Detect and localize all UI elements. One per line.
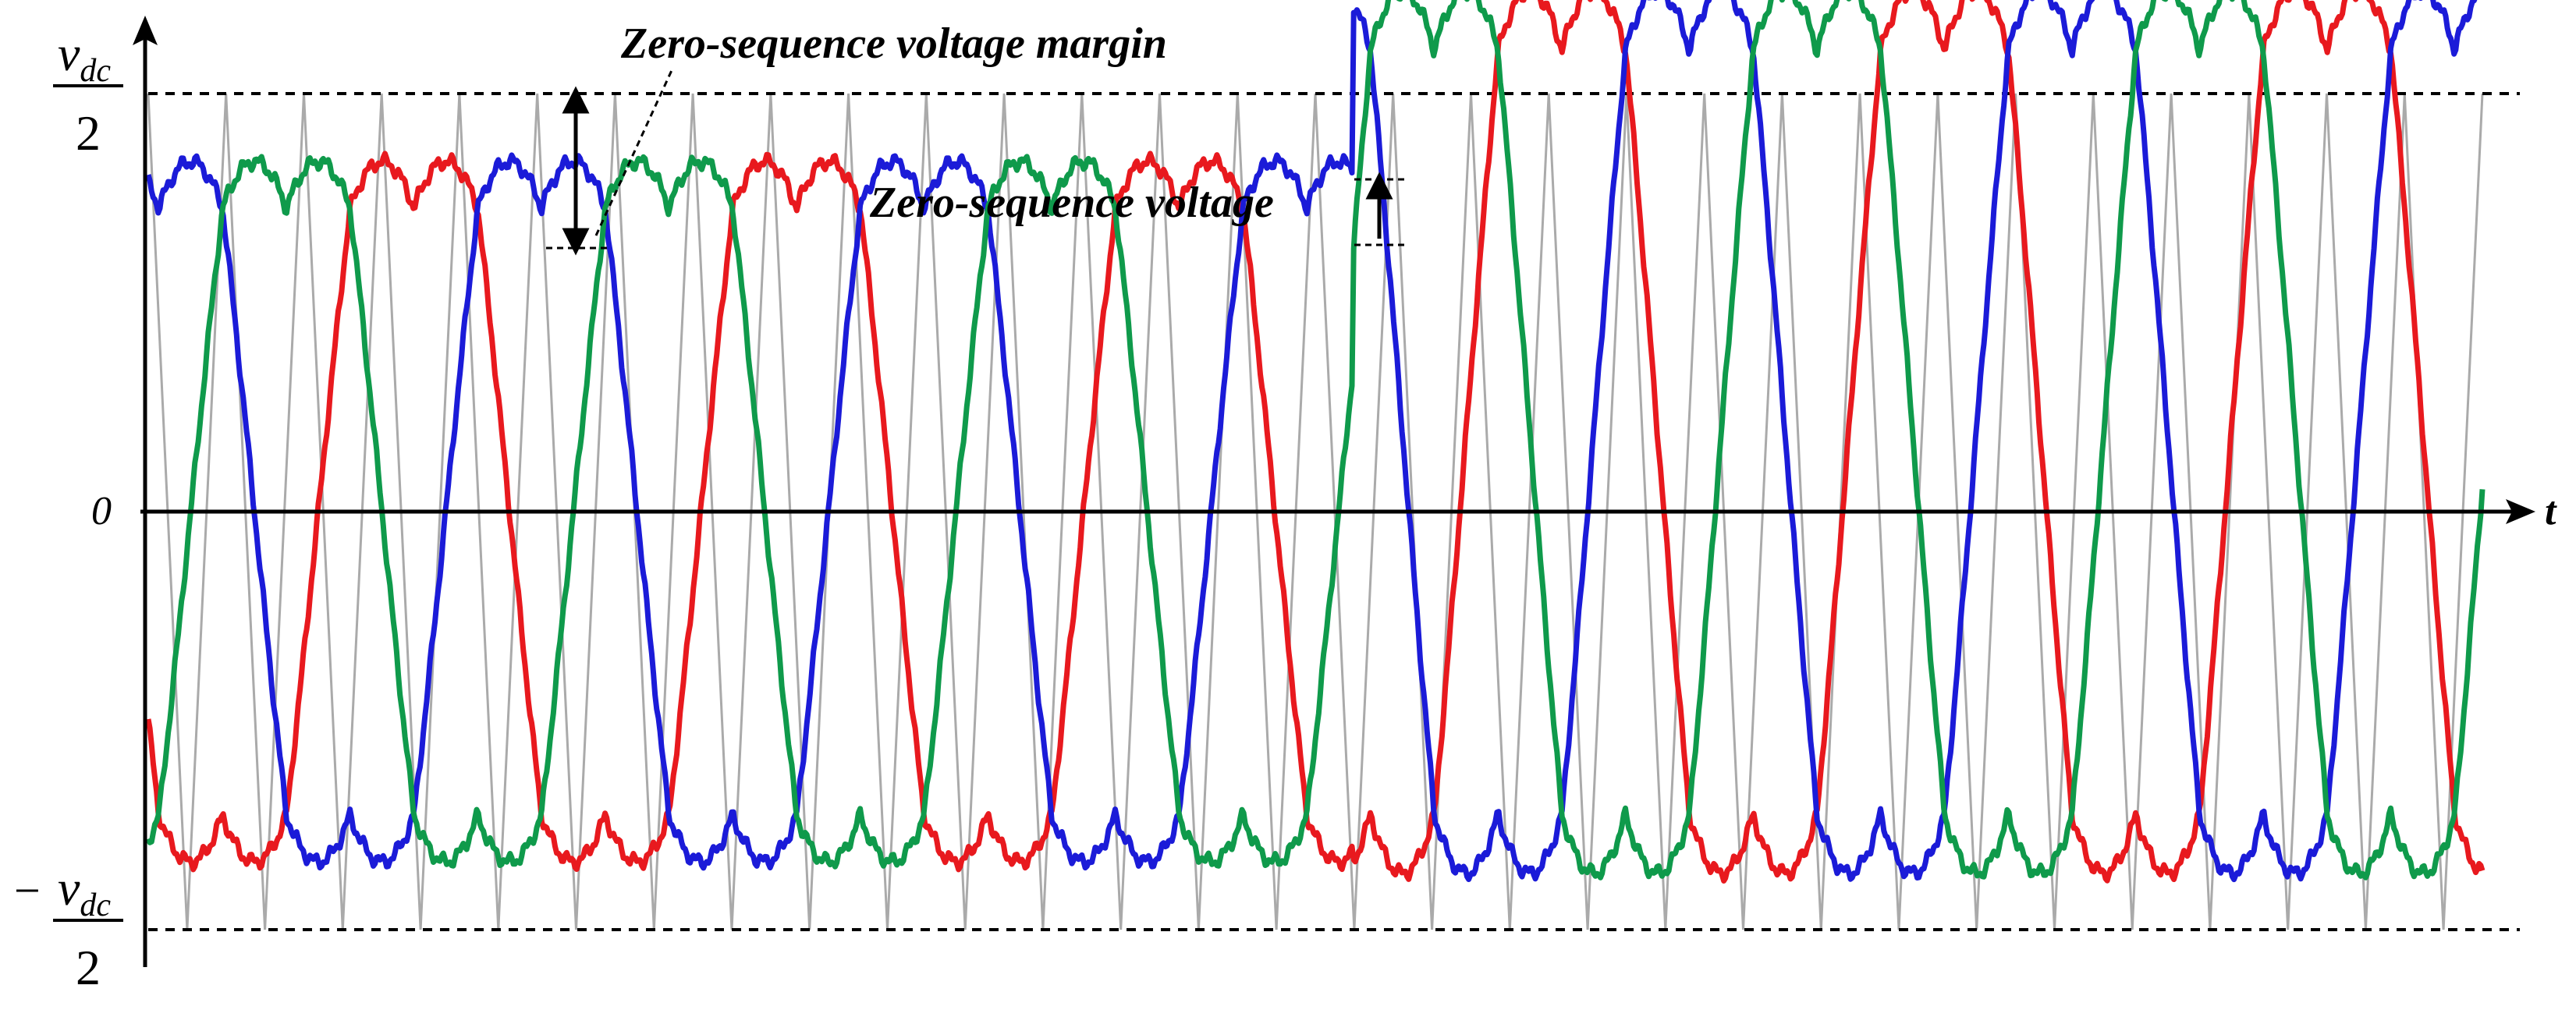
y-tick-zero: 0 (91, 489, 112, 533)
phase-c-waveform (145, 0, 2486, 881)
phase-b-waveform (145, 0, 2478, 883)
zsv-label: Zero-sequence voltage (869, 179, 1274, 227)
y-tick-bottom: − vdc 2 (14, 860, 123, 995)
margin-annotation (546, 68, 674, 256)
phase-a-waveform (145, 0, 2486, 884)
svg-text:2: 2 (76, 105, 101, 161)
margin-label: Zero-sequence voltage margin (620, 19, 1167, 68)
x-axis-arrow-icon (2506, 499, 2535, 524)
svg-text:vdc: vdc (58, 26, 111, 89)
y-axis-arrow-icon (133, 16, 158, 45)
y-tick-top: vdc 2 (53, 26, 123, 161)
zsv-annotation (1354, 172, 1404, 246)
svg-text:−: − (14, 865, 41, 916)
x-axis-label: t (2545, 489, 2557, 533)
svg-text:2: 2 (76, 940, 101, 995)
svg-text:vdc: vdc (58, 860, 111, 923)
